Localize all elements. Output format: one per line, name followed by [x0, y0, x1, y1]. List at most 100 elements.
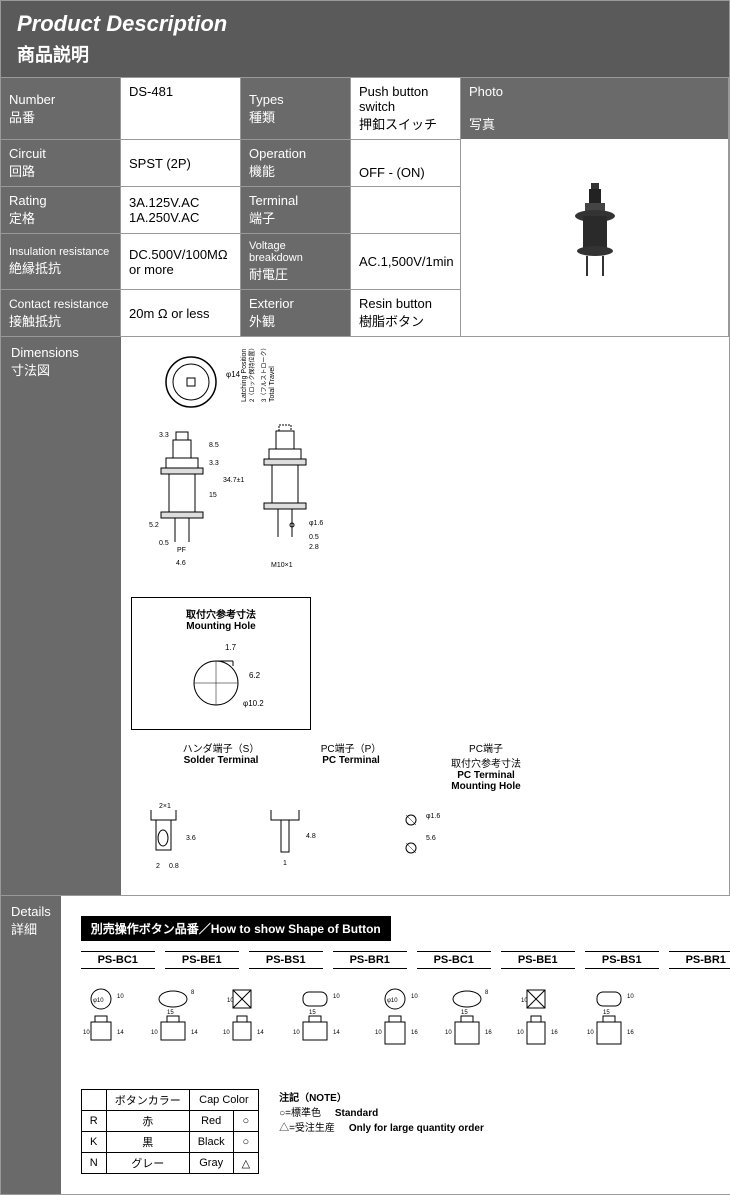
svg-text:10: 10 — [83, 1030, 90, 1036]
svg-text:10: 10 — [521, 998, 528, 1004]
dim-0-5b: 0.5 — [309, 534, 319, 541]
terminal-labels: ハンダ端子（S） Solder Terminal PC端子（P） PC Term… — [171, 740, 541, 792]
dim-5-2: 5.2 — [149, 522, 159, 529]
svg-text:10: 10 — [587, 1030, 594, 1036]
svg-text:10: 10 — [223, 1030, 230, 1036]
circuit-label: Circuit 回路 — [1, 140, 121, 187]
svg-text:8: 8 — [191, 990, 195, 996]
code-5: PS-BE1 — [501, 951, 575, 969]
latch-jp: 2（ロック保持位置） — [248, 347, 256, 402]
dim-2-8: 2.8 — [309, 544, 319, 551]
pc-mount-col: PC端子 取付穴参考寸法 PC Terminal Mounting Hole — [431, 740, 541, 792]
terminal-detail-diagram: 2×1 2 0.8 3.6 4.8 1 — [131, 800, 471, 880]
spec-grid: Number 品番 DS-481 Types 種類 Push button sw… — [1, 77, 729, 337]
svg-text:10: 10 — [445, 1030, 452, 1036]
contact-label: Contact resistance 接触抵抗 — [1, 290, 121, 337]
code-3: PS-BR1 — [333, 951, 407, 969]
dim-m10: M10×1 — [271, 562, 293, 569]
pcm-phi1-6: φ1.6 — [426, 813, 440, 820]
color-header-en: Cap Color — [189, 1090, 258, 1111]
types-label: Types 種類 — [241, 78, 351, 140]
latch-en: Latching Position — [241, 349, 248, 402]
dim-phi1-6: φ1.6 — [309, 520, 323, 527]
number-label: Number 品番 — [1, 78, 121, 140]
svg-text:φ10: φ10 — [387, 998, 398, 1004]
circuit-value: SPST (2P) — [121, 140, 241, 187]
dimensions-body: φ14 3.3 PF 0.5 4.6 5.2 15 3.3 — [121, 337, 729, 895]
code-6: PS-BS1 — [585, 951, 659, 969]
pc-col: PC端子（P） PC Terminal — [301, 740, 401, 792]
svg-text:16: 16 — [551, 1030, 558, 1036]
solder-3-6: 3.6 — [186, 835, 196, 842]
notes-line2: △=受注生産 Only for large quantity order — [279, 1119, 484, 1134]
rating-value: 3A.125V.AC 1A.250V.AC — [121, 187, 241, 234]
svg-text:16: 16 — [627, 1030, 634, 1036]
svg-text:15: 15 — [603, 1010, 610, 1016]
mount-6-2: 6.2 — [249, 671, 261, 680]
svg-text:16: 16 — [411, 1030, 418, 1036]
title-jp: 商品説明 — [17, 41, 713, 67]
operation-label: Operation 機能 — [241, 140, 351, 187]
svg-text:10: 10 — [151, 1030, 158, 1036]
svg-text:15: 15 — [461, 1010, 468, 1016]
contact-value: 20m Ω or less — [121, 290, 241, 337]
terminal-value — [351, 187, 461, 234]
svg-text:14: 14 — [117, 1030, 124, 1036]
svg-text:14: 14 — [191, 1030, 198, 1036]
photo-cell: Photo 写真 — [461, 78, 729, 337]
svg-text:15: 15 — [167, 1010, 174, 1016]
color-row-k: K 黒 Black ○ — [81, 1132, 258, 1153]
details-label: Details 詳細 — [1, 896, 61, 1194]
dim-4-6: 4.6 — [176, 560, 186, 567]
terminal-label: Terminal 端子 — [241, 187, 351, 234]
switch-photo-icon — [565, 178, 625, 298]
svg-text:16: 16 — [485, 1030, 492, 1036]
title-en: Product Description — [17, 11, 713, 37]
svg-text:10: 10 — [293, 1030, 300, 1036]
svg-text:φ10: φ10 — [93, 998, 104, 1004]
exterior-label: Exterior 外観 — [241, 290, 351, 337]
color-table: ボタンカラー Cap Color R 赤 Red ○ K 黒 Black ○ — [81, 1089, 259, 1174]
dimensions-label: Dimensions 寸法図 — [1, 337, 121, 895]
solder-2: 2 — [156, 863, 160, 870]
types-value: Push button switch 押釦スイッチ — [351, 78, 461, 140]
photo-label: Photo 写真 — [461, 78, 728, 139]
svg-text:14: 14 — [333, 1030, 340, 1036]
product-description-page: Product Description 商品説明 Number 品番 DS-48… — [0, 0, 730, 1195]
page-header: Product Description 商品説明 — [1, 1, 729, 77]
mount-label-jp: 取付穴参考寸法 — [140, 606, 302, 621]
notes-block: 注記（NOTE） ○=標準色 Standard △=受注生産 Only for … — [279, 1089, 484, 1134]
rating-label: Rating 定格 — [1, 187, 121, 234]
color-row-r: R 赤 Red ○ — [81, 1111, 258, 1132]
notes-title: 注記（NOTE） — [279, 1089, 484, 1104]
number-value: DS-481 — [121, 78, 241, 140]
svg-text:10: 10 — [333, 994, 340, 1000]
details-body: 別売操作ボタン品番／How to show Shape of Button PS… — [61, 896, 730, 1194]
code-7: PS-BR1 — [669, 951, 730, 969]
dim-15: 15 — [209, 492, 217, 499]
code-4: PS-BC1 — [417, 951, 491, 969]
solder-2x1: 2×1 — [159, 803, 171, 810]
button-codes-row: PS-BC1 PS-BE1 PS-BS1 PS-BR1 PS-BC1 PS-BE… — [81, 951, 730, 969]
color-section: ボタンカラー Cap Color R 赤 Red ○ K 黒 Black ○ — [81, 1089, 730, 1174]
dim-3-3b: 3.3 — [209, 460, 219, 467]
svg-text:14: 14 — [257, 1030, 264, 1036]
solder-col: ハンダ端子（S） Solder Terminal — [171, 740, 271, 792]
mount-1-7: 1.7 — [225, 643, 237, 652]
mount-label-en: Mounting Hole — [140, 621, 302, 632]
mounting-hole-diagram: 1.7 6.2 φ10.2 — [161, 638, 281, 718]
operation-value: OFF - (ON) — [351, 140, 461, 187]
dim-34-7: 34.7±1 — [223, 477, 244, 484]
svg-text:8: 8 — [485, 990, 489, 996]
code-0: PS-BC1 — [81, 951, 155, 969]
dim-8-5: 8.5 — [209, 442, 219, 449]
mounting-hole-box: 取付穴参考寸法 Mounting Hole 1.7 6.2 φ10.2 — [131, 597, 311, 730]
svg-text:10: 10 — [375, 1030, 382, 1036]
svg-text:10: 10 — [517, 1030, 524, 1036]
photo-body — [461, 139, 728, 336]
svg-text:10: 10 — [411, 994, 418, 1000]
svg-text:15: 15 — [309, 1010, 316, 1016]
dimensions-section: Dimensions 寸法図 φ14 — [1, 337, 729, 896]
svg-text:10: 10 — [627, 994, 634, 1000]
voltage-value: AC.1,500V/1min — [351, 234, 461, 290]
